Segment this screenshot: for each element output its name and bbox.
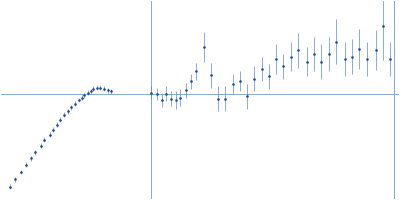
Point (12, 178, 18, 181)
Point (159, 98, 165, 102)
Point (372, 49, 379, 52)
Point (287, 55, 294, 58)
Point (101, 87, 107, 90)
Point (380, 24, 386, 27)
Point (41, 138, 47, 141)
Point (173, 98, 180, 102)
Point (177, 96, 183, 99)
Point (90, 87, 96, 90)
Point (28, 157, 35, 160)
Point (326, 52, 332, 56)
Point (148, 91, 154, 94)
Point (311, 52, 317, 56)
Point (37, 144, 44, 148)
Point (153, 92, 160, 95)
Point (222, 97, 228, 100)
Point (94, 86, 100, 89)
Point (79, 96, 86, 99)
Point (304, 60, 310, 63)
Point (46, 133, 53, 136)
Point (97, 86, 104, 89)
Point (162, 92, 169, 95)
Point (387, 57, 394, 61)
Point (64, 110, 71, 113)
Point (273, 57, 279, 61)
Point (168, 97, 174, 100)
Point (108, 90, 114, 93)
Point (57, 118, 64, 121)
Point (251, 77, 258, 80)
Point (6, 185, 13, 188)
Point (295, 49, 301, 52)
Point (230, 82, 236, 85)
Point (200, 45, 207, 48)
Point (318, 60, 324, 63)
Point (215, 97, 221, 100)
Point (333, 40, 339, 43)
Point (84, 91, 91, 94)
Point (23, 163, 29, 166)
Point (244, 95, 250, 98)
Point (266, 75, 272, 78)
Point (54, 123, 60, 126)
Point (88, 90, 94, 93)
Point (182, 88, 189, 92)
Point (208, 74, 214, 77)
Point (193, 70, 200, 73)
Point (18, 170, 24, 174)
Point (258, 67, 265, 71)
Point (349, 55, 355, 58)
Point (364, 57, 370, 61)
Point (104, 88, 111, 92)
Point (72, 102, 78, 105)
Point (68, 106, 74, 109)
Point (280, 65, 286, 68)
Point (61, 113, 67, 116)
Point (237, 80, 243, 83)
Point (356, 48, 363, 51)
Point (188, 80, 194, 83)
Point (76, 98, 82, 102)
Point (81, 93, 87, 97)
Point (32, 151, 38, 154)
Point (342, 57, 348, 61)
Point (50, 128, 56, 131)
